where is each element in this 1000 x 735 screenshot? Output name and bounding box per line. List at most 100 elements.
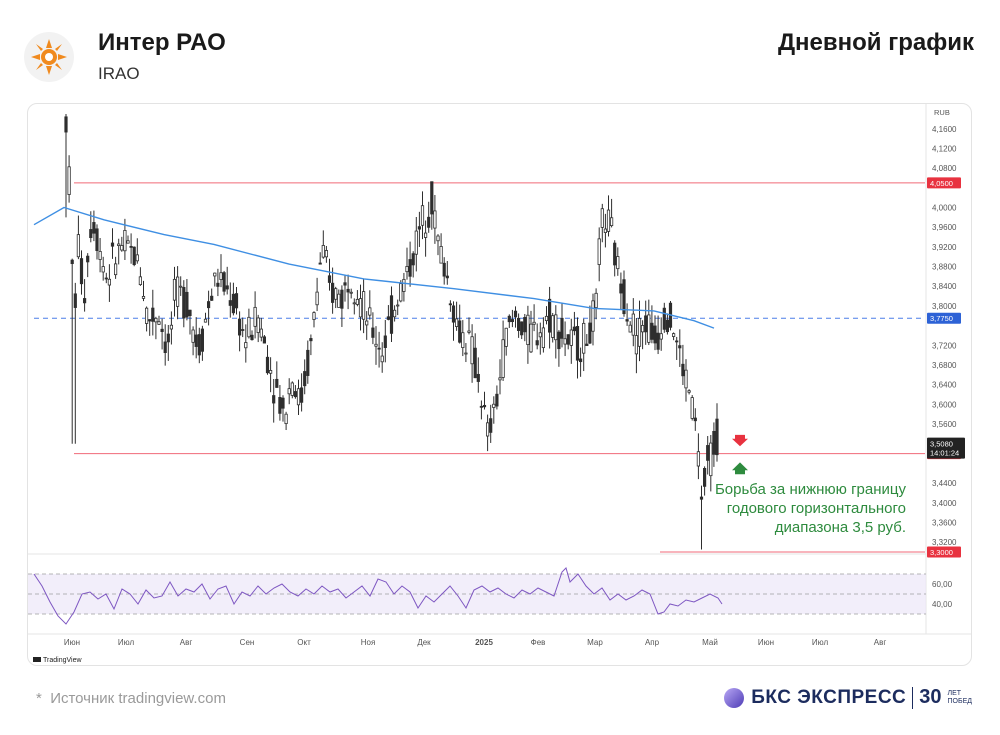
candle-body (476, 373, 480, 382)
y-tick-label: 3,4400 (932, 479, 957, 488)
candle-body (594, 292, 598, 308)
candle-body (712, 430, 716, 455)
candle-body (110, 242, 115, 247)
candle-body (98, 251, 102, 260)
candle-body (318, 262, 322, 265)
candle-body (606, 209, 611, 232)
candle-body (563, 338, 567, 345)
candle-body (520, 321, 524, 336)
price-chart[interactable]: RUB 4,1600 4,1200 4,0800 4,0000 3,9600 3,9200 3… (28, 104, 972, 666)
candle-body (250, 334, 254, 341)
candle-body (368, 307, 372, 316)
y-tick-label: 3,8400 (932, 282, 957, 291)
candle-body (405, 266, 409, 273)
candle-body (83, 298, 87, 304)
candle-body (696, 451, 701, 467)
anniversary-number: 30 (919, 686, 942, 708)
candle-body (560, 317, 564, 339)
candle-body (293, 391, 298, 398)
candle-body (132, 246, 136, 266)
candle-body (616, 256, 620, 270)
candle-body (299, 387, 304, 403)
y-tick-label: 3,5600 (932, 420, 957, 429)
candle-body (675, 340, 679, 343)
candle-body (665, 319, 670, 333)
y-tick-label: 3,9200 (932, 243, 957, 252)
x-tick-label: Июл (118, 638, 135, 647)
candle-body (296, 388, 301, 406)
candle-body (544, 315, 549, 322)
level-label: 3,3000 (930, 548, 953, 557)
tradingview-logo-icon (33, 657, 41, 662)
y-tick-label: 3,3200 (932, 538, 957, 547)
candle-body (349, 291, 353, 294)
candle-body (182, 287, 186, 319)
candle-body (76, 234, 81, 258)
anniversary-caption: ЛЕТ ПОБЕД (948, 690, 972, 706)
candle-body (163, 341, 167, 353)
candle-body (210, 295, 214, 301)
chart-type-title: Дневной график (777, 29, 974, 56)
candle-body (262, 336, 266, 344)
level-badge (927, 312, 961, 324)
candle-body (172, 278, 177, 301)
candle-body (330, 282, 335, 303)
candle-body (482, 404, 487, 408)
candle-body (414, 230, 418, 255)
candle-body (268, 370, 273, 374)
candle-body (383, 335, 387, 348)
y-tick-label: 4,0800 (932, 164, 957, 173)
annotation-line: Борьба за нижнюю границу (715, 481, 907, 498)
candle-body (141, 296, 146, 299)
candle-body (436, 235, 440, 242)
candle-body (448, 303, 453, 306)
candle-body (213, 272, 217, 277)
candle-body (365, 320, 369, 326)
candle-body (312, 312, 316, 320)
candle-body (197, 334, 201, 356)
candle-body (89, 229, 93, 239)
candle-body (662, 307, 666, 330)
candle-body (479, 405, 484, 408)
candle-body (334, 288, 338, 300)
candle-body (228, 300, 232, 306)
last-price-time: 14:01:24 (930, 449, 959, 458)
source-text: Источник tradingview.com (50, 690, 226, 707)
anniversary-sub-1: ЛЕТ (947, 689, 962, 697)
candle-body (458, 320, 462, 343)
x-tick-label: Ноя (361, 638, 376, 647)
candle-body (129, 245, 133, 248)
x-tick-label: Мар (587, 638, 603, 647)
candle-body (64, 116, 68, 133)
candle-body (402, 278, 406, 292)
candle-body (510, 319, 515, 323)
candle-body (442, 262, 446, 277)
tradingview-watermark: TradingView (43, 657, 82, 664)
candle-body (687, 390, 691, 393)
y-tick-label: 3,8000 (932, 302, 957, 311)
candle-body (504, 327, 508, 347)
x-tick-label: Апр (645, 638, 660, 647)
y-tick-label: 3,6800 (932, 361, 957, 370)
candle-body (516, 317, 521, 331)
candle-body (352, 302, 356, 305)
candle-body (234, 293, 239, 309)
x-tick-label: Дек (417, 638, 431, 647)
candle-body (160, 328, 164, 332)
rsi-tick-label: 60,00 (932, 580, 953, 589)
y-tick-label: 3,6400 (932, 381, 957, 390)
candle-body (340, 289, 344, 309)
candle-body (148, 319, 152, 322)
candle-body (408, 259, 412, 277)
candle-body (343, 282, 347, 286)
candle-body (306, 349, 310, 376)
candle-body (219, 272, 223, 280)
company-title: Интер РАО (98, 29, 226, 56)
candle-body (101, 266, 105, 273)
candle-body (309, 338, 313, 342)
candle-body (650, 322, 654, 340)
candle-body (396, 304, 400, 307)
candle-body (492, 403, 496, 408)
rsi-tick-label: 40,00 (932, 600, 953, 609)
level-label: 3,7750 (930, 314, 953, 323)
